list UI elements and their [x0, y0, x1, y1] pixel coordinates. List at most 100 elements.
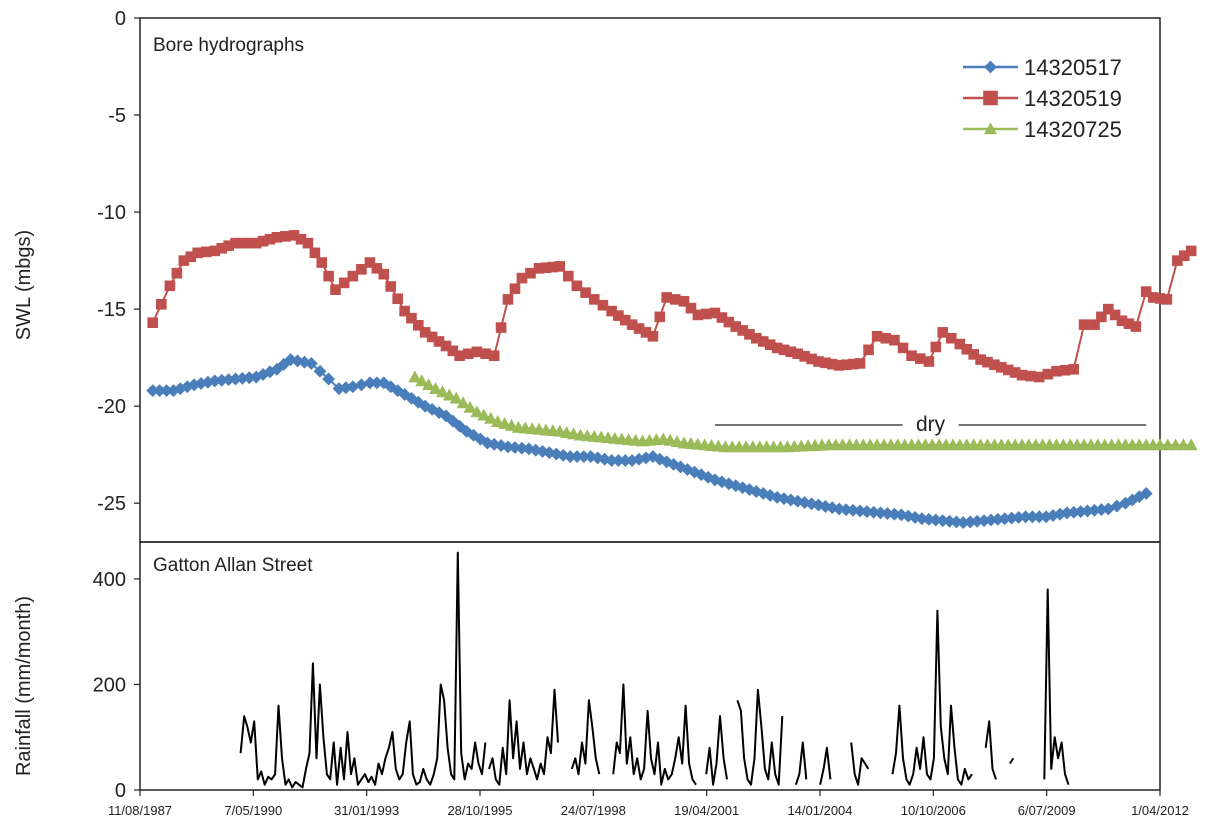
- data-point: [580, 287, 591, 298]
- rainfall-line: [612, 683, 697, 786]
- rainfall-line: [850, 742, 870, 786]
- data-point: [313, 364, 327, 378]
- data-point: [470, 405, 484, 418]
- series-14320519: [147, 230, 1197, 383]
- bore-hydrographs-panel: Bore hydrographs SWL (mbgs) 0 -5 -10 -15 -20…: [13, 8, 1198, 543]
- data-point: [505, 418, 519, 431]
- rainfall-panel: Gatton Allan Street Rainfall (mm/month) …: [13, 541, 1189, 818]
- x-tick-label: 10/10/2006: [901, 803, 966, 818]
- data-point: [147, 317, 158, 328]
- data-point: [1068, 363, 1079, 375]
- data-point: [392, 293, 403, 305]
- top-plot-frame: [139, 17, 1161, 543]
- bottom-plot-frame: [139, 541, 1161, 791]
- x-tick-label: 6/07/2009: [1018, 803, 1076, 818]
- data-point: [356, 264, 367, 275]
- rainfall-line: [705, 715, 728, 786]
- data-point: [1109, 309, 1121, 321]
- rainfall-line: [239, 551, 487, 789]
- data-point: [164, 280, 176, 292]
- data-point: [678, 296, 690, 307]
- series-14320725: [408, 370, 1198, 453]
- x-tick-label: 28/10/1995: [447, 803, 512, 818]
- data-point: [338, 277, 350, 289]
- data-point: [863, 344, 874, 356]
- data-point: [309, 247, 321, 259]
- data-point: [302, 237, 314, 249]
- data-point: [1103, 303, 1114, 315]
- data-point: [945, 332, 957, 344]
- data-point: [923, 356, 935, 367]
- bottom-y-tick-label: 200: [93, 674, 126, 696]
- data-point: [1078, 319, 1090, 330]
- data-point: [422, 378, 436, 391]
- rainfall-line: [1043, 588, 1070, 786]
- data-point: [406, 312, 417, 324]
- rainfall-line: [984, 720, 997, 780]
- data-point: [889, 334, 900, 346]
- legend: 14320517 14320519 14320725: [963, 55, 1122, 142]
- legend-entry: 14320517: [963, 55, 1122, 80]
- x-ticks: 11/08/1987 7/05/1990 31/01/1993 28/10/1995 2…: [108, 790, 1189, 818]
- data-point: [442, 388, 456, 401]
- data-point: [171, 267, 183, 279]
- data-point: [1096, 311, 1107, 323]
- x-tick-label: 1/04/2012: [1131, 803, 1189, 818]
- x-tick-label: 11/08/1987: [108, 803, 172, 818]
- data-point: [347, 270, 359, 282]
- data-point: [316, 257, 328, 268]
- rainfall-line: [488, 688, 559, 786]
- rainfall-series: [239, 551, 1070, 789]
- bottom-y-axis-label: Rainfall (mm/month): [13, 596, 35, 776]
- bottom-y-tick-label: 0: [115, 780, 126, 802]
- data-point: [498, 416, 512, 429]
- data-point: [588, 294, 600, 305]
- top-y-tick-label: -25: [97, 493, 126, 515]
- top-y-tick-label: -20: [97, 396, 126, 418]
- data-point: [509, 283, 521, 295]
- data-point: [463, 400, 477, 413]
- rainfall-line: [736, 688, 784, 786]
- top-panel-title: Bore hydrographs: [153, 35, 304, 56]
- data-point: [371, 263, 383, 274]
- data-point: [597, 299, 609, 311]
- data-point: [1184, 438, 1198, 451]
- data-point: [429, 382, 443, 394]
- top-y-ticks: 0 -5 -10 -15 -20 -25: [97, 8, 140, 515]
- series-14320517: [146, 353, 1153, 530]
- data-point: [449, 391, 463, 404]
- data-point: [1185, 245, 1197, 257]
- data-point: [647, 330, 659, 342]
- series-line-14320519: [151, 234, 1192, 379]
- dry-annotation: dry: [714, 413, 1147, 436]
- top-y-tick-label: 0: [115, 8, 126, 30]
- x-tick-label: 24/07/1998: [561, 803, 626, 818]
- legend-label: 14320725: [1024, 117, 1122, 142]
- x-tick-label: 7/05/1990: [224, 803, 282, 818]
- data-point: [854, 358, 866, 369]
- x-tick-label: 19/04/2001: [674, 803, 739, 818]
- data-point: [304, 357, 318, 370]
- data-point: [563, 270, 574, 282]
- data-point: [322, 372, 336, 386]
- data-point: [364, 257, 376, 268]
- legend-marker: [983, 90, 998, 106]
- data-point: [1140, 286, 1152, 297]
- data-point: [378, 268, 390, 280]
- top-series-group: [146, 230, 1198, 530]
- data-point: [1130, 321, 1142, 332]
- data-point: [323, 270, 334, 282]
- data-point: [1139, 487, 1153, 500]
- data-point: [1161, 294, 1173, 305]
- data-point: [554, 261, 566, 272]
- data-point: [330, 284, 341, 296]
- bottom-y-tick-label: 400: [93, 569, 126, 591]
- data-point: [685, 302, 697, 314]
- data-point: [491, 415, 505, 427]
- dry-label: dry: [916, 413, 946, 436]
- rainfall-line: [891, 609, 973, 786]
- bottom-panel-title: Gatton Allan Street: [153, 555, 313, 576]
- data-point: [654, 311, 666, 323]
